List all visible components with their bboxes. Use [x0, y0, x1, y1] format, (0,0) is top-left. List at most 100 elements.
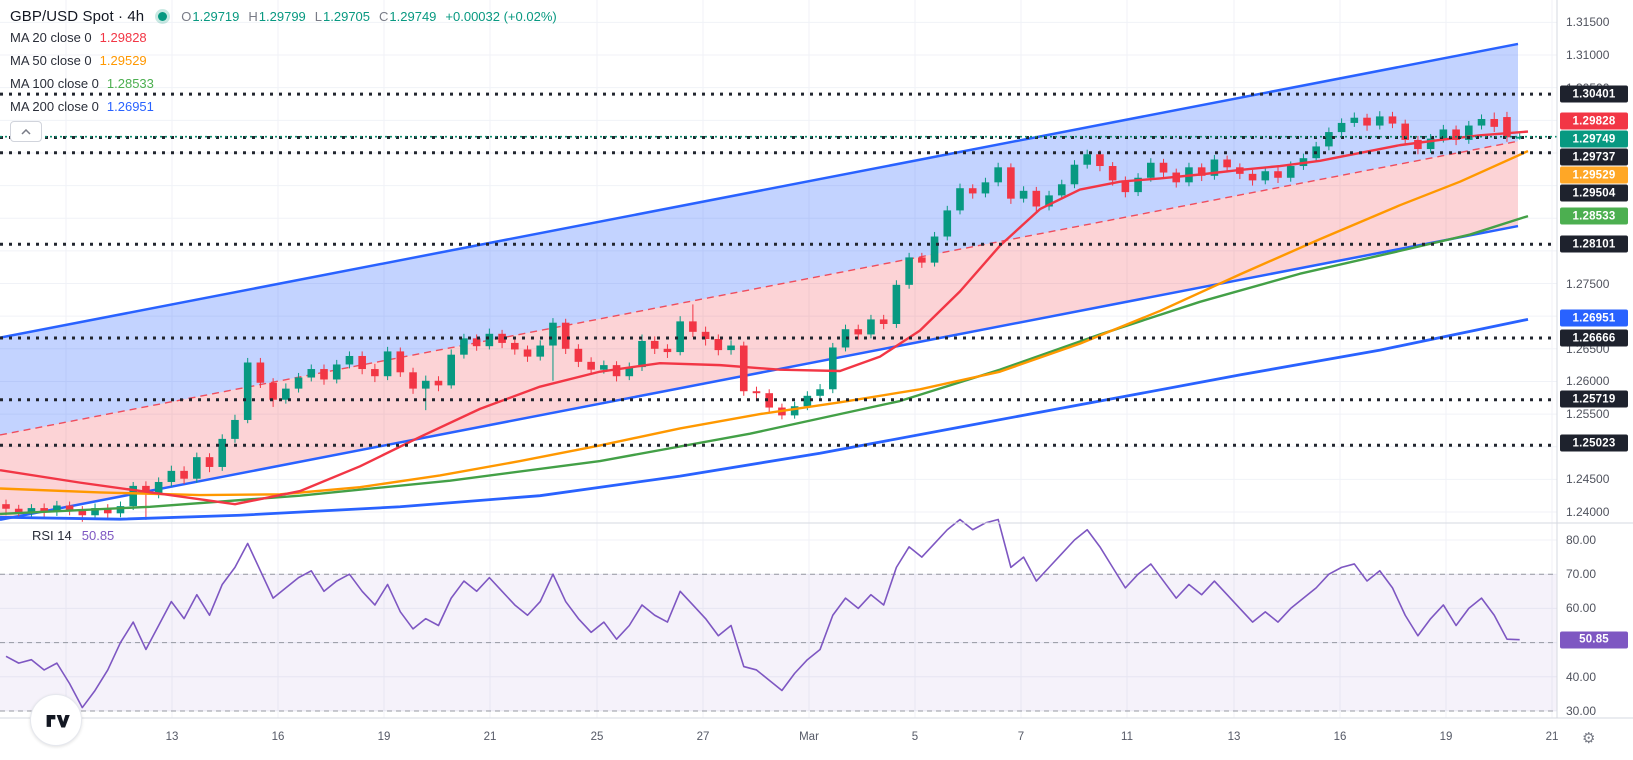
- candle-body: [892, 284, 901, 324]
- ma20-label: MA 20 close 0: [10, 30, 92, 45]
- rsi-value: 50.85: [81, 528, 115, 543]
- candle-body: [650, 340, 659, 349]
- candle-body: [1375, 116, 1384, 126]
- price-label-badge: 1.29828: [1560, 112, 1628, 130]
- price-tick-label: 1.24000: [1566, 505, 1610, 519]
- rsi-line[interactable]: [5, 518, 1520, 709]
- candle-body: [294, 377, 303, 389]
- ma100-label: MA 100 close 0: [10, 76, 99, 91]
- candle-body: [1414, 139, 1422, 150]
- candle-body: [91, 508, 99, 516]
- candle-body: [53, 505, 61, 512]
- ma200-label: MA 200 close 0: [10, 99, 99, 114]
- candle-body: [600, 365, 608, 370]
- ma200-line[interactable]: [0, 317, 1529, 521]
- rsi-tick-label: 80.00: [1566, 533, 1597, 547]
- candle-body: [307, 369, 316, 378]
- candle-body: [2, 504, 10, 509]
- ma200-row[interactable]: MA 200 close 0 1.26951: [10, 95, 557, 118]
- ma100-row[interactable]: MA 100 close 0 1.28533: [10, 72, 557, 95]
- candle-body: [231, 419, 239, 439]
- candle-body: [205, 457, 214, 467]
- symbol-title[interactable]: GBP/USD Spot · 4h: [10, 7, 145, 25]
- candle-body: [1108, 166, 1117, 181]
- candle-body: [1426, 138, 1435, 150]
- candle-body: [1477, 119, 1486, 126]
- ma20-row[interactable]: MA 20 close 0 1.29828: [10, 26, 557, 49]
- rsi-tick-label: 70.00: [1566, 567, 1597, 582]
- time-tick-label: 7: [1017, 731, 1025, 743]
- time-tick-label: 13: [165, 731, 179, 743]
- channel-median-line[interactable]: [0, 140, 1519, 436]
- price-label-badge: 1.28533: [1560, 207, 1628, 225]
- candle-body: [1007, 167, 1015, 199]
- candle-body: [765, 393, 773, 408]
- candle-body: [549, 322, 557, 346]
- tradingview-logo[interactable]: [30, 694, 82, 746]
- ma50-row[interactable]: MA 50 close 0 1.29529: [10, 49, 557, 72]
- channel-upper-line[interactable]: [0, 42, 1519, 339]
- collapse-legend-button[interactable]: [10, 121, 42, 142]
- market-status-icon[interactable]: [158, 11, 168, 21]
- candle-body: [1134, 177, 1142, 193]
- candle-body: [663, 348, 672, 353]
- chevron-up-icon: [21, 128, 31, 135]
- price-tick-label: 1.31000: [1566, 48, 1610, 63]
- change-value: +0.00032 (+0.02%): [445, 8, 557, 24]
- candle-body: [968, 188, 977, 194]
- symbol-row[interactable]: GBP/USD Spot · 4h O1.29719 H1.29799 L1.2…: [10, 6, 557, 26]
- candle-body: [1401, 123, 1409, 140]
- candle-body: [1274, 171, 1282, 178]
- candle-body: [1325, 132, 1333, 147]
- open-value: 1.29719: [192, 8, 240, 24]
- candle-body: [1096, 154, 1104, 167]
- time-tick-label: 5: [911, 731, 919, 743]
- candle-body: [1286, 166, 1295, 178]
- candle-body: [930, 236, 939, 263]
- candle-body: [1083, 154, 1091, 165]
- low-key: L: [314, 8, 323, 24]
- candle-body: [129, 485, 137, 507]
- candle-body: [752, 391, 761, 394]
- candle-body: [1503, 117, 1511, 138]
- candle-body: [180, 470, 188, 479]
- price-tick-label: 1.24500: [1566, 472, 1610, 487]
- candle-body: [40, 508, 48, 512]
- ma200-value: 1.26951: [106, 99, 154, 114]
- candle-body: [282, 388, 290, 400]
- channel-lower-fill: [0, 141, 1518, 520]
- candle-body: [1121, 180, 1130, 193]
- candle-body: [434, 380, 443, 386]
- candle-body: [956, 188, 964, 211]
- candle-body: [1159, 162, 1168, 173]
- time-tick-label: 21: [483, 731, 497, 743]
- channel-lower-line[interactable]: [0, 224, 1519, 522]
- ma20-line[interactable]: [0, 130, 1529, 506]
- candle-body: [485, 333, 494, 347]
- candle-body: [193, 457, 201, 479]
- candle-body: [14, 508, 23, 514]
- time-tick-label: 13: [1227, 731, 1241, 743]
- ma100-value: 1.28533: [106, 76, 154, 91]
- close-key: C: [379, 8, 389, 24]
- ma100-line[interactable]: [0, 214, 1529, 516]
- rsi-row[interactable]: RSI 14 50.85: [32, 528, 114, 543]
- candle-body: [1197, 167, 1206, 176]
- candle-body: [78, 510, 87, 516]
- time-tick-label: Mar: [799, 731, 819, 743]
- candle-body: [816, 389, 824, 396]
- price-tick-label: 1.27500: [1566, 276, 1610, 291]
- candle-body: [829, 347, 837, 390]
- candle-body: [256, 362, 265, 383]
- tradingview-logo-icon: [46, 715, 70, 728]
- candle-body: [345, 355, 354, 365]
- candle-body: [421, 380, 430, 389]
- price-label-badge: 1.30401: [1560, 85, 1628, 103]
- timezone-settings-gear-icon[interactable]: ⚙: [1582, 730, 1596, 747]
- candle-body: [371, 369, 379, 377]
- candle-body: [269, 382, 277, 400]
- candle-body: [1032, 190, 1041, 207]
- candle-body: [727, 345, 735, 351]
- candle-body: [320, 369, 328, 380]
